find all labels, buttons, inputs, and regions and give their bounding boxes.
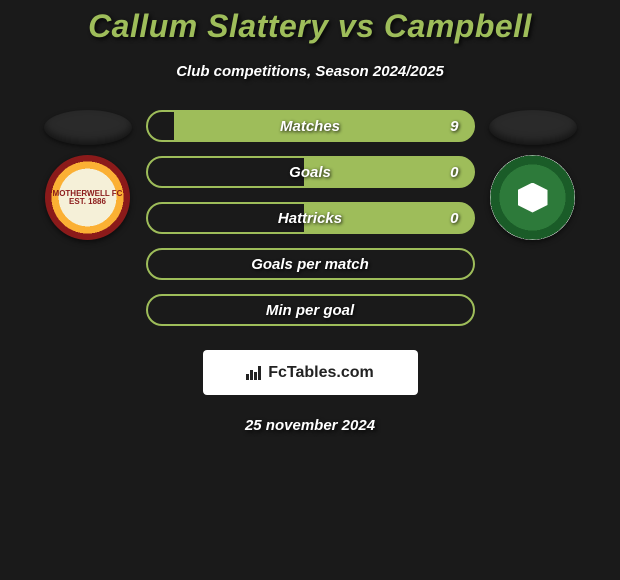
- badge-text-left: MOTHERWELL FC EST. 1886: [45, 190, 130, 206]
- stats-column: Matches 9 Goals 0 Hattricks 0 Goals per …: [138, 110, 483, 340]
- stat-bar-matches: Matches 9: [146, 110, 475, 142]
- branding-box[interactable]: FcTables.com: [203, 350, 418, 395]
- stat-label: Min per goal: [266, 302, 354, 319]
- stat-label: Goals per match: [251, 256, 369, 273]
- comparison-content: MOTHERWELL FC EST. 1886 Matches 9 Goals …: [0, 110, 620, 340]
- stat-bar-goals: Goals 0: [146, 156, 475, 188]
- player-right-column: [483, 110, 583, 240]
- stat-bar-hattricks: Hattricks 0: [146, 202, 475, 234]
- stat-label: Matches: [280, 118, 340, 135]
- stat-value-right: 9: [450, 118, 458, 135]
- stat-value-right: 0: [450, 164, 458, 181]
- chart-icon: [246, 366, 262, 380]
- page-title: Callum Slattery vs Campbell: [0, 0, 620, 45]
- footer-date: 25 november 2024: [0, 417, 620, 434]
- badge-shape-right: [518, 183, 548, 213]
- player-left-avatar: [44, 110, 132, 145]
- stat-bar-min-per-goal: Min per goal: [146, 294, 475, 326]
- player-right-avatar: [489, 110, 577, 145]
- stat-label: Hattricks: [278, 210, 342, 227]
- club-badge-right: [490, 155, 575, 240]
- stat-label: Goals: [289, 164, 331, 181]
- club-badge-left: MOTHERWELL FC EST. 1886: [45, 155, 130, 240]
- stat-bar-goals-per-match: Goals per match: [146, 248, 475, 280]
- player-left-column: MOTHERWELL FC EST. 1886: [38, 110, 138, 240]
- stat-value-right: 0: [450, 210, 458, 227]
- subtitle: Club competitions, Season 2024/2025: [0, 63, 620, 80]
- branding-text: FcTables.com: [268, 364, 374, 382]
